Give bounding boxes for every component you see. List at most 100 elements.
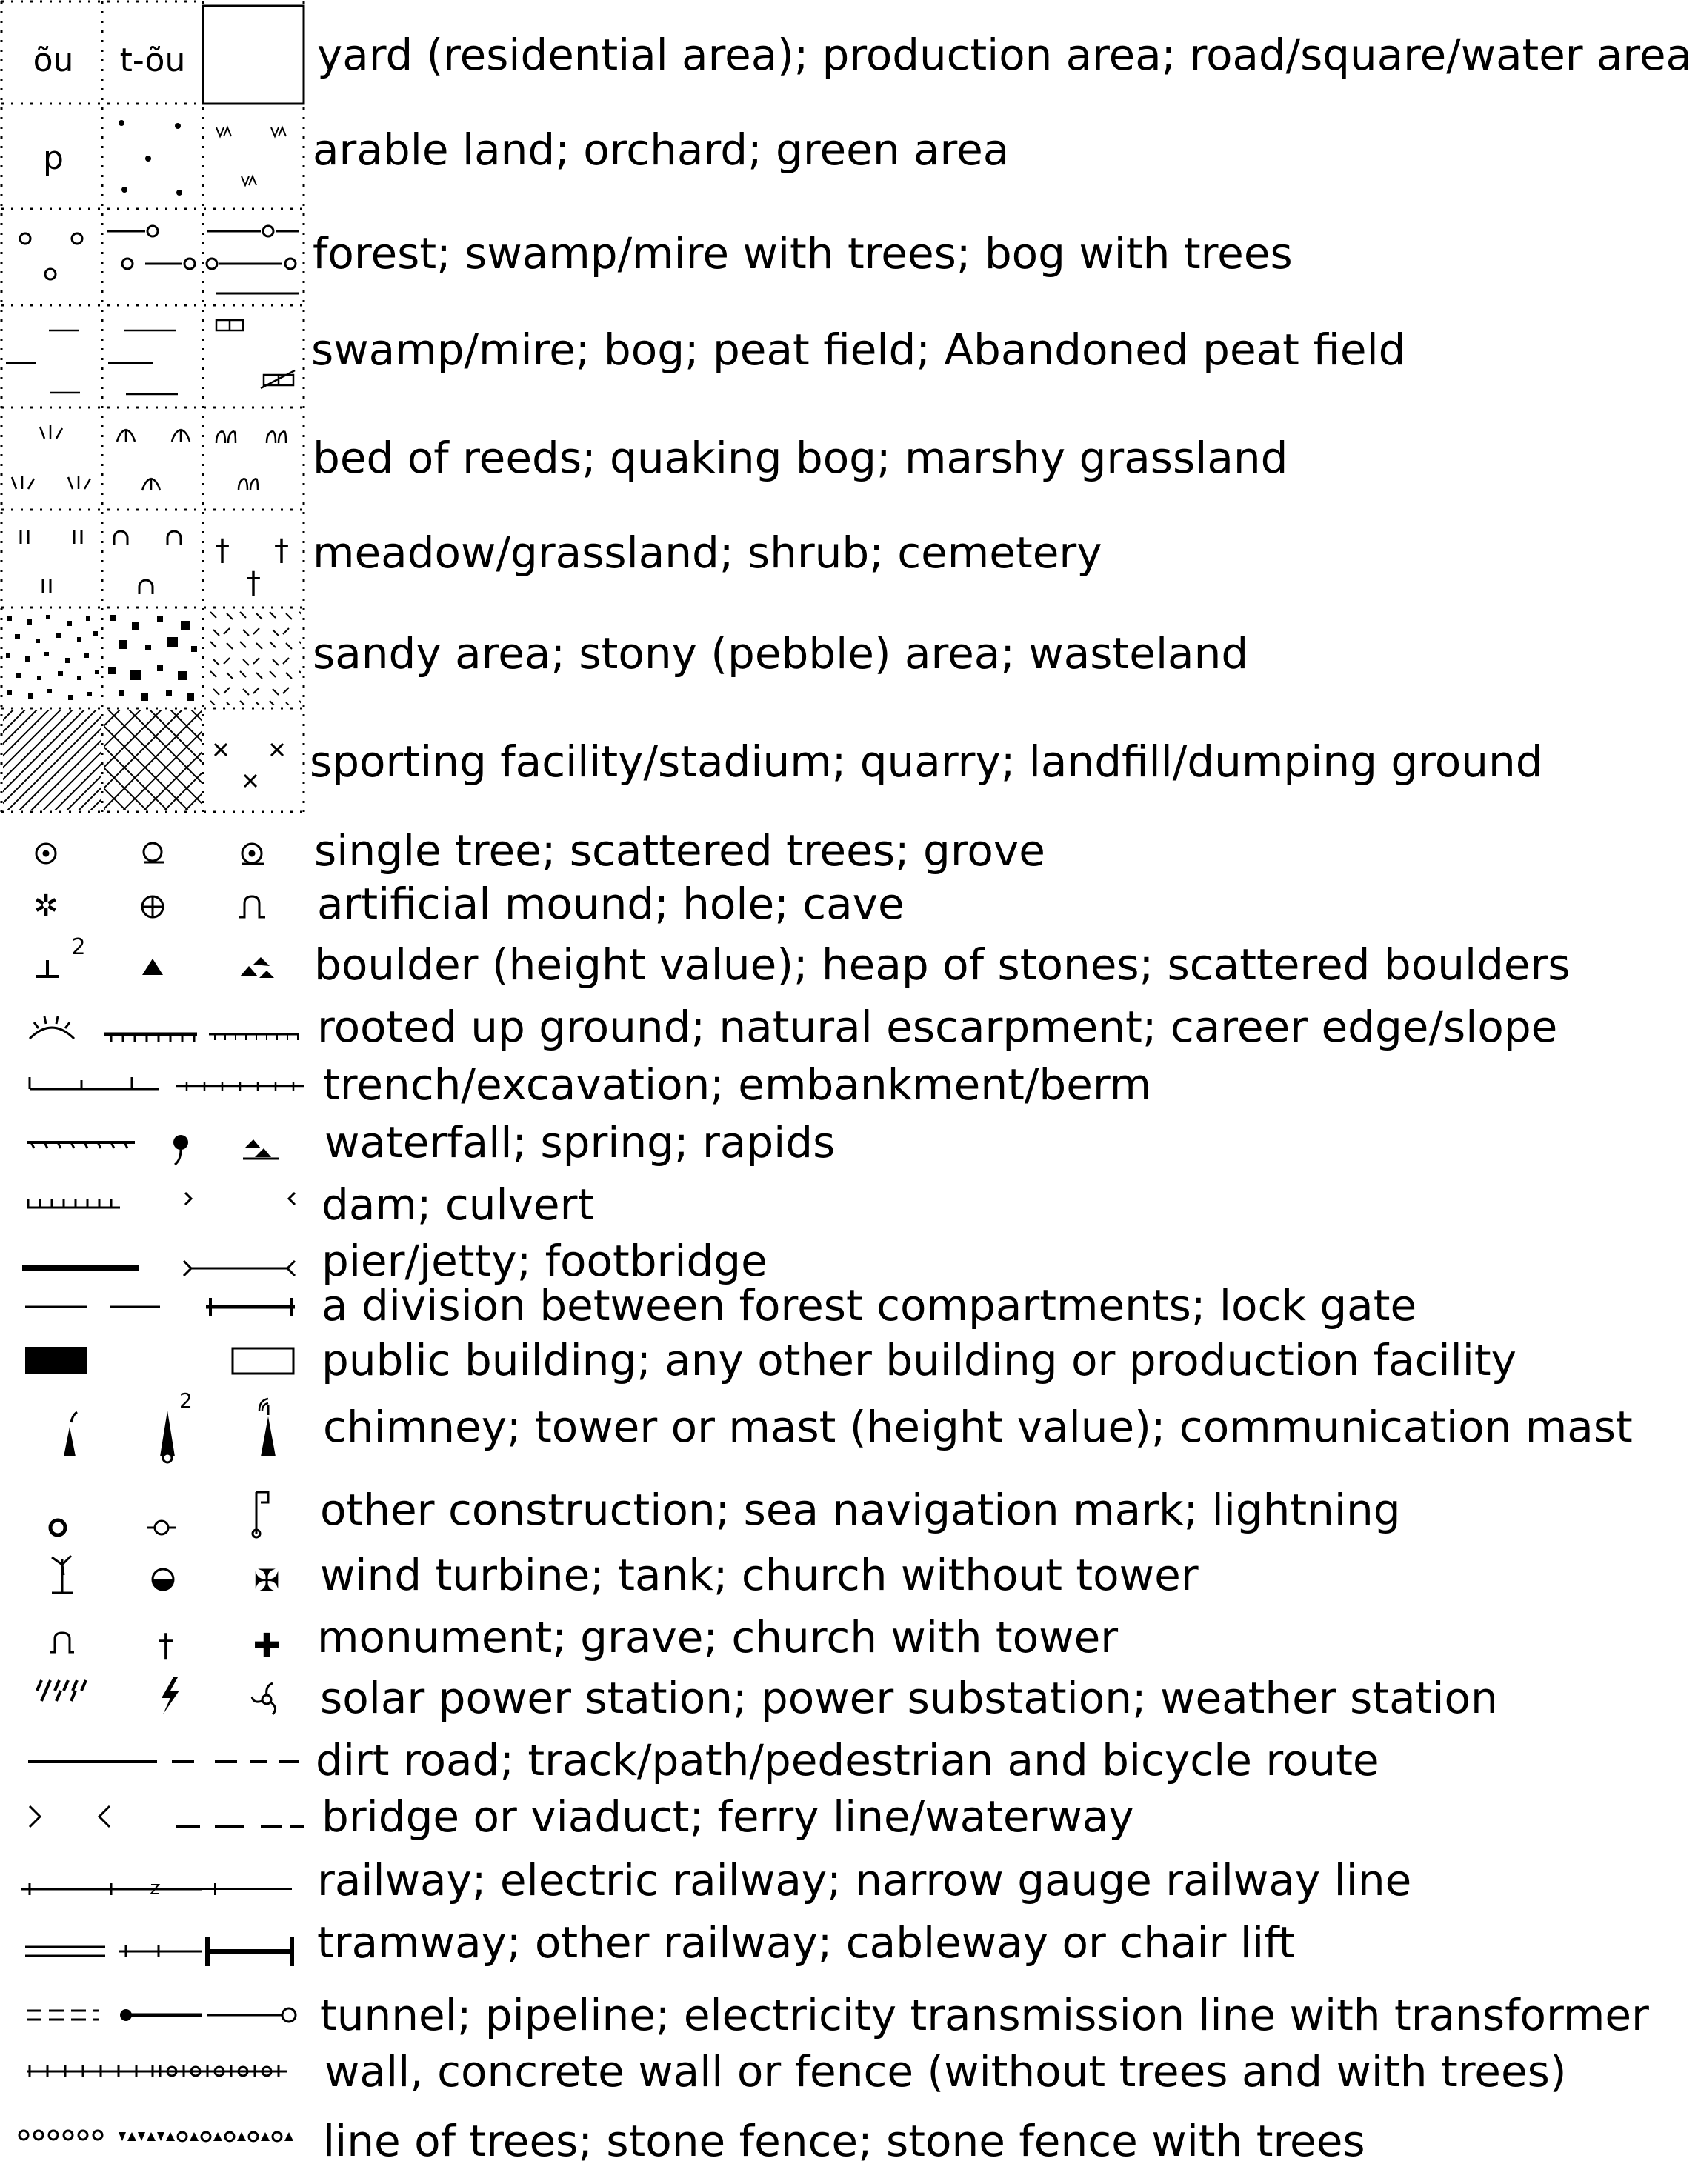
- other-construction-icon: [48, 1518, 67, 1537]
- legend-label-swamp: swamp/mire; bog; peat field; Abandoned p…: [311, 324, 1406, 375]
- tramway-line: [25, 1945, 105, 1957]
- hole-icon: [141, 895, 164, 919]
- power-substation-icon: [162, 1677, 179, 1714]
- swamp-mire-swatch: [6, 329, 80, 394]
- wall-fence-line: [27, 2065, 156, 2077]
- stony-area-swatch: [108, 615, 197, 701]
- spring-icon: [173, 1135, 188, 1166]
- legend-label-mound: artificial mound; hole; cave: [317, 879, 905, 929]
- waterfall-line: [27, 1141, 135, 1149]
- peat-field-swatch: [215, 319, 296, 390]
- legend-label-pier: pier/jetty; footbridge: [322, 1236, 768, 1286]
- svg-text:†: †: [246, 566, 261, 600]
- grave-icon: †: [158, 1627, 174, 1665]
- other-railway-line: [119, 1945, 202, 1957]
- arable-swatch-text: p: [43, 139, 64, 177]
- quaking-bog-swatch: [116, 428, 191, 491]
- legend-label-railway: railway; electric railway; narrow gauge …: [317, 1855, 1411, 1905]
- road-square-water-swatch: [202, 4, 305, 105]
- stone-fence-with-trees-line: [176, 2131, 293, 2143]
- bog-swatch: [108, 329, 178, 396]
- scattered-trees-icon: [142, 842, 164, 864]
- lightning-icon: [251, 1491, 270, 1539]
- church-without-tower-icon: ✠: [253, 1562, 279, 1599]
- legend-label-chimney: chimney; tower or mast (height value); c…: [323, 1402, 1633, 1452]
- boulder-height-value: 2: [71, 934, 85, 960]
- legend-label-bridge: bridge or viaduct; ferry line/waterway: [322, 1791, 1134, 1842]
- legend-label-tunnel: tunnel; pipeline; electricity transmissi…: [320, 1990, 1649, 2040]
- tower-height-value: 2: [179, 1388, 193, 1413]
- artificial-mound-icon: ✲: [33, 889, 59, 923]
- legend-label-rooted: rooted up ground; natural escarpment; ca…: [317, 1002, 1557, 1052]
- legend-label-reeds: bed of reeds; quaking bog; marshy grassl…: [313, 433, 1288, 483]
- embankment-line: [176, 1082, 304, 1091]
- green-area-swatch: [216, 125, 287, 187]
- legend-label-tramway: tramway; other railway; cableway or chai…: [317, 1917, 1295, 1968]
- lock-gate-line: [206, 1298, 295, 1316]
- dam-line: [27, 1199, 120, 1209]
- culvert-icon: [184, 1191, 296, 1206]
- legend-label-forest: forest; swamp/mire with trees; bog with …: [313, 228, 1293, 279]
- production-area-swatch: t-õu: [120, 41, 186, 79]
- rooted-up-ground-icon: [28, 1016, 76, 1040]
- scattered-boulders-icon: [240, 957, 274, 978]
- footbridge-line: [182, 1259, 296, 1277]
- cemetery-swatch: † † †: [215, 533, 289, 600]
- stadium-swatch: [3, 710, 101, 810]
- sandy-area-swatch: [6, 615, 99, 700]
- legend-label-waterfall: waterfall; spring; rapids: [324, 1117, 835, 1168]
- landfill-swatch: [213, 742, 284, 788]
- legend-label-stadium: sporting facility/stadium; quarry; landf…: [310, 736, 1543, 787]
- legend-label-forest-division: a division between forest compartments; …: [322, 1280, 1416, 1331]
- career-edge-line: [209, 1033, 299, 1040]
- narrow-gauge-railway-line: [202, 1883, 292, 1895]
- wall-fence-with-trees-line: [156, 2065, 287, 2077]
- legend-label-trench: trench/excavation; embankment/berm: [323, 1059, 1151, 1110]
- legend-label-construction: other construction; sea navigation mark;…: [320, 1485, 1401, 1535]
- stone-fence-line: [119, 2132, 175, 2141]
- legend-label-dirt-road: dirt road; track/path/pedestrian and bic…: [316, 1735, 1379, 1785]
- legend-label-monument: monument; grave; church with tower: [317, 1612, 1118, 1662]
- tunnel-line: [27, 2009, 99, 2021]
- weather-station-icon: [250, 1682, 276, 1716]
- legend-label-meadow: meadow/grassland; shrub; cemetery: [313, 527, 1102, 578]
- heap-of-stones-icon: [142, 959, 163, 975]
- legend-label-wind-turbine: wind turbine; tank; church without tower: [320, 1550, 1199, 1600]
- communication-mast-icon: [258, 1397, 276, 1456]
- shrub-swatch: [113, 530, 182, 594]
- line-of-trees-line: [18, 2129, 104, 2141]
- legend-label-solar: solar power station; power substation; w…: [320, 1673, 1498, 1723]
- wind-turbine-icon: [51, 1554, 73, 1594]
- legend-label-yard: yard (residential area); production area…: [317, 30, 1692, 80]
- marshy-grassland-swatch: [215, 430, 287, 491]
- production-swatch-text: t-õu: [120, 41, 186, 79]
- transmission-line: [207, 2007, 297, 2023]
- cave-icon: [239, 895, 265, 919]
- svg-text:†: †: [274, 533, 289, 567]
- sea-navigation-mark-icon: [147, 1519, 176, 1536]
- chimney-icon: [64, 1411, 78, 1456]
- legend-label-sandy: sandy area; stony (pebble) area; wastela…: [313, 628, 1248, 679]
- legend-label-single-tree: single tree; scattered trees; grove: [314, 825, 1045, 876]
- tower-icon: 2: [160, 1388, 193, 1464]
- single-tree-icon: [35, 842, 57, 865]
- other-building-icon: [231, 1347, 295, 1375]
- monument-icon: [50, 1631, 74, 1654]
- forest-swatch: [19, 232, 84, 281]
- legend-label-boulder: boulder (height value); heap of stones; …: [314, 939, 1571, 990]
- solar-power-station-icon: [36, 1679, 87, 1702]
- electric-railway-line: [119, 1884, 202, 1894]
- legend-label-wall: wall, concrete wall or fence (without tr…: [324, 2046, 1567, 2097]
- legend-label-arable: arable land; orchard; green area: [313, 124, 1009, 175]
- bridge-icon: [28, 1805, 111, 1828]
- pipeline-line: [120, 2009, 202, 2021]
- quarry-swatch: [104, 710, 202, 810]
- public-building-icon: [25, 1347, 87, 1374]
- bog-with-trees-swatch: [205, 224, 299, 295]
- swamp-with-trees-swatch: [107, 224, 196, 270]
- tank-icon: [151, 1568, 175, 1591]
- orchard-swatch: [119, 120, 182, 196]
- svg-text:†: †: [215, 533, 230, 567]
- railway-line: [21, 1883, 119, 1895]
